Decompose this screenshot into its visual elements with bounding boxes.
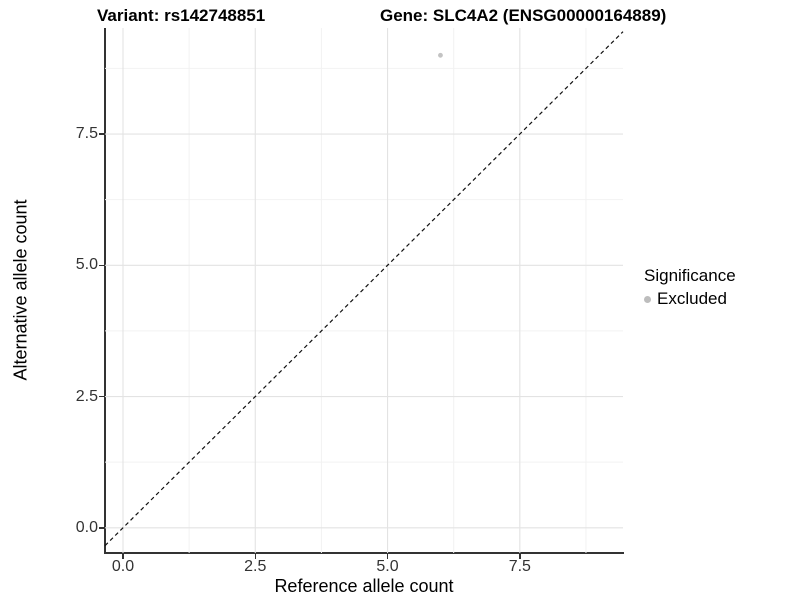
legend-item-excluded: Excluded — [644, 289, 736, 309]
x-tick-mark — [254, 554, 257, 559]
x-tick-label: 5.0 — [376, 558, 399, 575]
x-axis-title: Reference allele count — [274, 576, 454, 596]
plot-panel-canvas — [104, 28, 624, 553]
x-tick-mark — [122, 554, 124, 559]
plot-panel — [104, 28, 624, 553]
x-tick-label: 2.5 — [244, 558, 267, 575]
legend-item-label: Excluded — [657, 289, 727, 308]
y-tick-mark — [99, 527, 104, 529]
y-axis-line — [104, 28, 106, 554]
x-tick-mark — [386, 554, 389, 559]
y-tick-mark — [99, 264, 104, 267]
plot-title-variant: Variant: rs142748851 — [97, 6, 266, 25]
y-tick-label: 5.0 — [75, 256, 98, 274]
legend-title: Significance — [644, 266, 736, 285]
x-tick-mark — [519, 554, 521, 559]
y-tick-label: 7.5 — [75, 125, 98, 143]
y-axis-title: Alternative allele count — [10, 199, 31, 381]
legend: Significance Excluded — [644, 266, 736, 309]
data-point — [438, 52, 443, 58]
identity-reference-line — [104, 31, 624, 547]
x-tick-label: 7.5 — [508, 558, 531, 575]
plot-title-gene: Gene: SLC4A2 (ENSG00000164889) — [380, 6, 667, 25]
y-tick-label: 0.0 — [75, 518, 98, 536]
x-axis-line — [104, 552, 624, 554]
legend-key-dot-icon — [644, 295, 651, 303]
x-tick-label: 0.0 — [111, 558, 135, 575]
y-tick-mark — [99, 395, 104, 398]
y-tick-label: 2.5 — [75, 387, 98, 405]
y-tick-mark — [99, 133, 104, 135]
